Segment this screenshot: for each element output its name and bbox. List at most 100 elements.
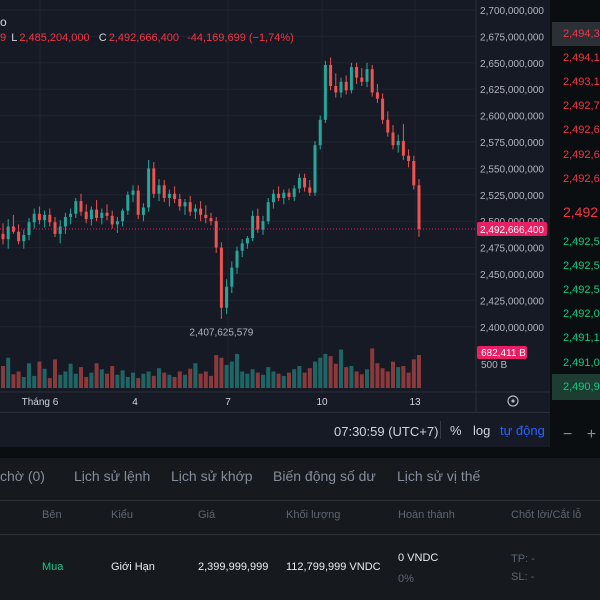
auto-scale-button[interactable]: tự động [500, 423, 545, 438]
volume-bar [245, 373, 250, 388]
tab-position-history[interactable]: Lịch sử vị thế [397, 468, 481, 484]
order-side: Mua [42, 561, 64, 573]
time-axis-label: 13 [409, 397, 421, 408]
candle-body [89, 209, 93, 220]
settings-icon[interactable] [507, 395, 519, 407]
bid-row[interactable]: 2,491,0 [563, 357, 600, 369]
bid-row[interactable]: 2,492,5 [563, 260, 600, 272]
ask-row[interactable]: 2,492,6 [563, 124, 600, 136]
volume-bar [250, 369, 255, 388]
close-value: 2,492,666,400 [108, 32, 180, 44]
bid-row[interactable]: 2,491,1 [563, 332, 600, 344]
volume-bar [344, 367, 349, 388]
candle-body [375, 92, 379, 99]
ask-row[interactable]: 2,493,1 [563, 76, 600, 88]
candle-body [209, 218, 213, 222]
price-chart[interactable]: 2,700,000,000 2,675,000,000 2,650,000,000 2… [0, 0, 550, 412]
volume-bar [32, 375, 37, 388]
candle-body [58, 226, 62, 234]
price-axis-label: 2,475,000,000 [480, 244, 544, 255]
zoom-out-button[interactable]: − [563, 426, 573, 443]
tab-divider [0, 500, 600, 501]
candle-body [167, 193, 171, 198]
close-label: C [98, 32, 107, 44]
candle-body [157, 185, 161, 194]
candle-body [256, 215, 260, 230]
candle-body [48, 214, 52, 223]
tab-trade-history[interactable]: Lịch sử khớp [171, 468, 253, 484]
ask-row[interactable]: 2,494,1 [563, 52, 600, 64]
bid-row[interactable]: 2,490,9 [563, 381, 600, 393]
volume-scale-label: 500 B [481, 360, 507, 371]
candle-body [308, 187, 312, 193]
order-type: Giới Hạn [111, 561, 155, 573]
order-take-profit: TP: - [511, 553, 535, 565]
volume-bar [240, 371, 245, 388]
candle-body [22, 234, 26, 242]
candlestick-chart-svg[interactable]: 2,700,000,000 2,675,000,000 2,650,000,000 2… [0, 0, 550, 412]
volume-bar [411, 359, 416, 388]
candle-body [131, 190, 135, 195]
volume-bar [162, 372, 167, 388]
volume-bar [68, 363, 73, 388]
volume-bar [110, 366, 115, 388]
change-value: -44,169,699 (−1,74%) [187, 32, 294, 44]
candle-body [188, 202, 192, 212]
candle-body [204, 214, 208, 219]
volume-bar [53, 359, 57, 388]
candle-body [292, 188, 296, 197]
order-book-highlight [552, 22, 600, 46]
volume-bar [229, 361, 234, 388]
volume-bar [120, 370, 125, 388]
bid-row[interactable]: 2,492,0 [563, 308, 600, 320]
volume-bar [16, 371, 21, 388]
volume-bar [354, 371, 359, 388]
price-axis-label: 2,525,000,000 [480, 191, 544, 202]
volume-bar [302, 372, 307, 388]
zoom-in-button[interactable]: + [586, 426, 597, 443]
symbol-label: o [0, 15, 7, 29]
volume-bar [151, 375, 156, 388]
volume-bar [328, 356, 333, 388]
candle-body [63, 216, 67, 227]
candle-body [365, 69, 369, 82]
volume-bar [94, 363, 99, 388]
time-axis-label: 10 [316, 397, 328, 408]
volume-bar [42, 368, 47, 388]
volume-bar [37, 361, 42, 388]
candle-body [396, 140, 400, 146]
candle-body [313, 145, 317, 193]
ask-row[interactable]: 2,492,6 [563, 149, 600, 161]
low-fragment: 9 [0, 32, 7, 44]
candle-body [183, 202, 187, 207]
tab-balance-changes[interactable]: Biến động số dư [273, 468, 376, 484]
volume-bar [255, 372, 260, 388]
candle-body [219, 247, 223, 308]
volume-bar [58, 374, 63, 388]
candle-body [84, 211, 88, 220]
percent-scale-button[interactable]: % [450, 423, 462, 438]
volume-bar [297, 366, 302, 388]
candle-body [370, 69, 374, 93]
tab-order-history[interactable]: Lịch sử lệnh [74, 468, 151, 484]
candle-body [11, 226, 15, 232]
volume-bar [79, 367, 83, 388]
ask-row[interactable]: 2,492,6 [563, 173, 600, 185]
log-scale-button[interactable]: log [473, 423, 491, 438]
candle-body [349, 67, 353, 91]
clock-display[interactable]: 07:30:59 (UTC+7) [334, 424, 439, 439]
candle-body [53, 222, 57, 234]
candle-body [199, 208, 203, 215]
ask-row[interactable]: 2,492,7 [563, 100, 600, 112]
volume-bar [146, 371, 151, 388]
volume-bar [323, 353, 328, 388]
candle-body [297, 177, 301, 189]
volume-bar [89, 372, 94, 388]
bid-row[interactable]: 2,492,5 [563, 236, 600, 248]
volume-bar [125, 377, 130, 388]
volume-bar [198, 373, 203, 388]
tab-open-orders[interactable]: chờ (0) [0, 468, 45, 484]
ask-row[interactable]: 2,494,3 [563, 28, 600, 40]
bid-row[interactable]: 2,492,5 [563, 284, 600, 296]
candle-body [261, 221, 265, 230]
